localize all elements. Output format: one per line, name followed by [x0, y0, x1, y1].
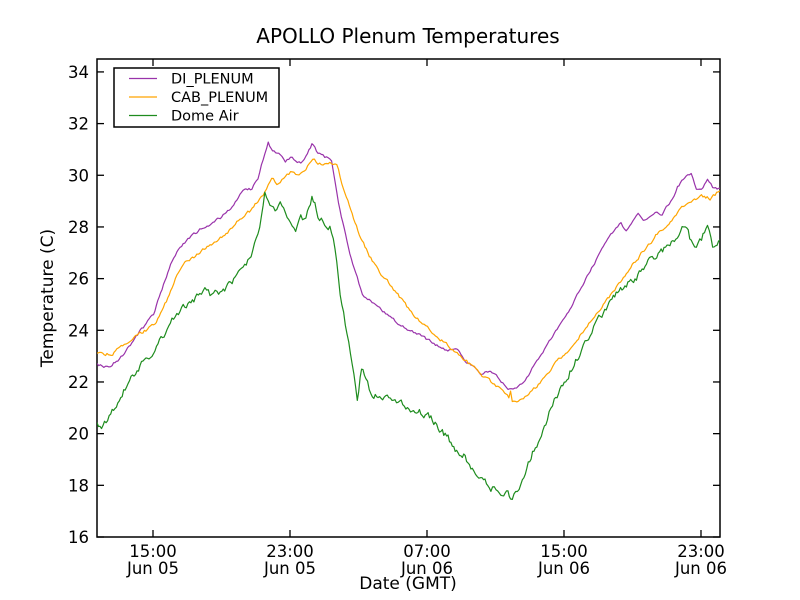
x-tick-time-label: 07:00 [403, 542, 451, 561]
x-tick-date-label: Jun 06 [537, 559, 590, 578]
x-tick-date-label: Jun 05 [263, 559, 316, 578]
series-line-cab-plenum [97, 158, 720, 403]
x-tick-time-label: 23:00 [266, 542, 314, 561]
y-tick-label: 32 [68, 115, 89, 134]
y-tick-label: 22 [68, 373, 89, 392]
y-tick-label: 18 [68, 476, 89, 495]
series-line-di-plenum [97, 141, 720, 391]
chart-title: APOLLO Plenum Temperatures [256, 24, 559, 48]
x-tick-time-label: 23:00 [677, 542, 725, 561]
axis-ticks [97, 59, 720, 538]
y-axis-label: Temperature (C) [38, 229, 58, 368]
y-tick-label: 20 [68, 425, 89, 444]
x-axis-label: Date (GMT) [359, 574, 457, 594]
axes-frame [96, 58, 721, 538]
legend-label-di-plenum: DI_PLENUM [171, 72, 254, 88]
legend-label-dome-air: Dome Air [171, 109, 239, 125]
y-tick-label: 16 [68, 528, 89, 547]
legend-label-cab-plenum: CAB_PLENUM [171, 90, 268, 106]
y-tick-label: 34 [68, 63, 89, 82]
x-tick-date-label: Jun 05 [126, 559, 179, 578]
x-tick-date-label: Jun 06 [674, 559, 727, 578]
data-series-lines [97, 141, 720, 500]
y-tick-label: 26 [68, 270, 89, 289]
x-tick-time-label: 15:00 [540, 542, 588, 561]
legend: DI_PLENUM CAB_PLENUM Dome Air [113, 67, 280, 128]
y-tick-label: 30 [68, 166, 89, 185]
y-tick-label: 24 [68, 321, 89, 340]
x-tick-time-label: 15:00 [129, 542, 177, 561]
x-tick-date-label: Jun 06 [400, 559, 453, 578]
series-line-dome-air [97, 191, 720, 500]
y-tick-label: 28 [68, 218, 89, 237]
